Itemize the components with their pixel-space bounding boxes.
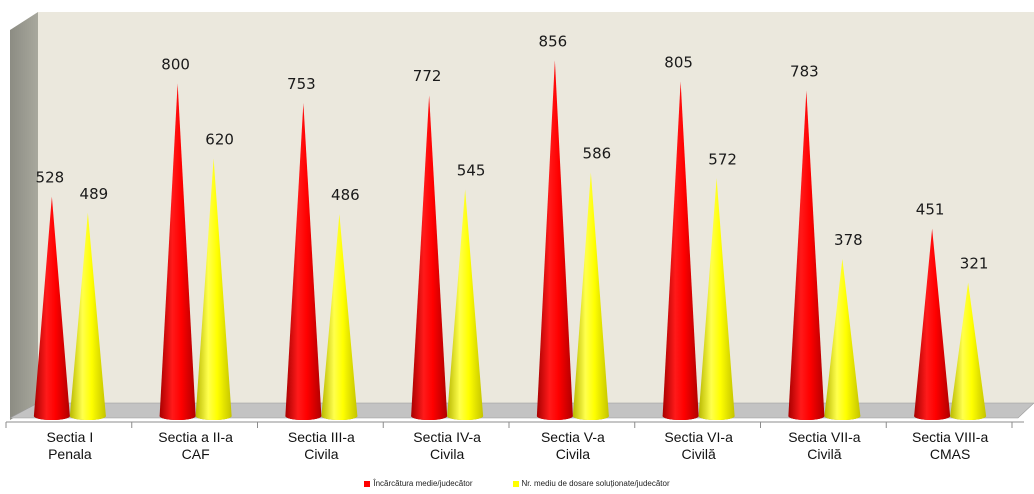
legend-item-series-2: Nr. mediu de dosare soluționate/judecăto… xyxy=(512,479,670,488)
x-tick-label: Sectia V-a xyxy=(541,429,605,445)
x-tick-label: CMAS xyxy=(930,446,970,462)
value-label: 321 xyxy=(960,255,989,273)
cone-red xyxy=(285,103,322,420)
cone-yellow xyxy=(950,282,987,420)
value-label: 620 xyxy=(205,130,234,148)
cone-body xyxy=(285,103,322,420)
cone-body xyxy=(159,83,196,421)
cone-body xyxy=(788,90,825,421)
cone-yellow xyxy=(572,172,609,420)
x-tick-label: Sectia III-a xyxy=(288,429,355,445)
x-tick-label: Civila xyxy=(304,446,338,462)
cone-body xyxy=(195,158,232,420)
cone-body xyxy=(321,214,358,420)
legend-label-series-1: Încărcătura medie/judecător xyxy=(373,479,473,488)
cone-red xyxy=(33,196,70,420)
x-tick-label: Civila xyxy=(556,446,590,462)
cone-yellow xyxy=(195,158,232,420)
legend-label-series-2: Nr. mediu de dosare soluționate/judecăto… xyxy=(521,479,670,488)
x-tick-label: Sectia VI-a xyxy=(664,429,733,445)
x-tick-label: Penala xyxy=(48,446,92,462)
value-label: 378 xyxy=(834,231,863,249)
cone-body xyxy=(536,60,573,420)
legend-swatch-yellow xyxy=(512,480,519,487)
cone-yellow xyxy=(69,212,106,420)
legend-item-series-1: Încărcătura medie/judecător xyxy=(364,479,473,488)
x-tick-label: CAF xyxy=(182,446,210,462)
x-tick-label: Sectia I xyxy=(47,429,94,445)
value-label: 805 xyxy=(664,53,693,71)
legend: Încărcătura medie/judecător Nr. mediu de… xyxy=(0,479,1034,488)
cone-red xyxy=(536,60,573,420)
legend-swatch-red xyxy=(364,480,371,487)
value-label: 545 xyxy=(457,162,486,180)
value-label: 528 xyxy=(36,169,65,187)
x-tick-label: Civilă xyxy=(682,446,716,462)
cone-yellow xyxy=(321,214,358,420)
cone-body xyxy=(572,172,609,420)
cone-body xyxy=(69,212,106,420)
value-label: 753 xyxy=(287,75,316,93)
cone-body xyxy=(411,95,448,421)
x-tick-label: Sectia VIII-a xyxy=(912,429,988,445)
x-tick-label: Sectia VII-a xyxy=(788,429,861,445)
cone-body xyxy=(662,81,699,420)
cone-yellow xyxy=(698,178,735,420)
cone-body xyxy=(914,228,951,420)
x-tick-label: Civilă xyxy=(807,446,841,462)
cone-red xyxy=(159,83,196,421)
cone-body xyxy=(950,282,987,420)
value-label: 451 xyxy=(916,201,945,219)
cone-yellow xyxy=(447,189,484,420)
value-label: 856 xyxy=(539,32,568,50)
cone-body xyxy=(824,258,861,420)
cone-red xyxy=(788,90,825,421)
x-tick-label: Sectia a II-a xyxy=(158,429,233,445)
cone-body xyxy=(447,189,484,420)
value-label: 586 xyxy=(583,144,612,162)
x-tick-label: Civila xyxy=(430,446,464,462)
value-label: 783 xyxy=(790,63,819,81)
cone-red xyxy=(914,228,951,420)
value-label: 486 xyxy=(331,186,360,204)
x-tick-label: Sectia IV-a xyxy=(413,429,481,445)
value-label: 772 xyxy=(413,67,442,85)
value-label: 489 xyxy=(80,185,109,203)
cone-series xyxy=(33,60,987,421)
value-labels: 528 489 800 620 753 486 772 545 856 586 805 572 783 3… xyxy=(36,32,989,272)
cone-red xyxy=(662,81,699,420)
cone-body xyxy=(698,178,735,420)
side-wall xyxy=(10,12,38,420)
cone-yellow xyxy=(824,258,861,420)
value-label: 572 xyxy=(708,150,737,168)
cone-body xyxy=(33,196,70,420)
value-label: 800 xyxy=(161,56,190,74)
cone-red xyxy=(411,95,448,421)
